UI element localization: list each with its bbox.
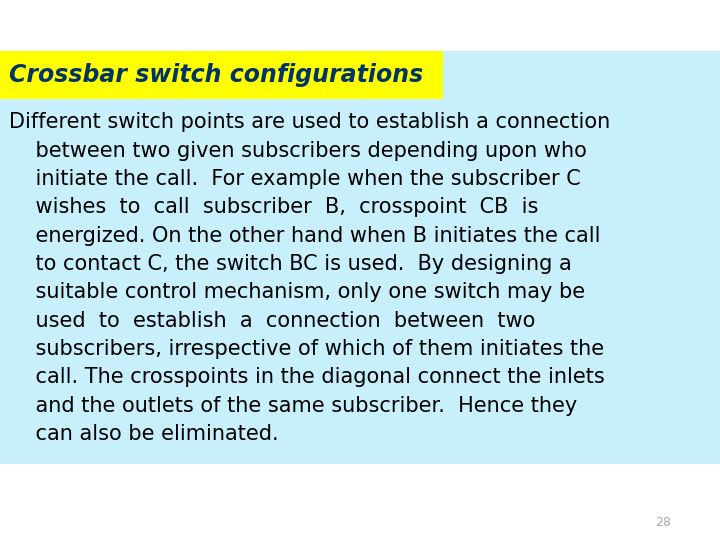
FancyBboxPatch shape	[0, 51, 443, 99]
Text: 28: 28	[655, 516, 671, 529]
Text: Different switch points are used to establish a connection
    between two given: Different switch points are used to esta…	[9, 112, 611, 444]
FancyBboxPatch shape	[0, 51, 720, 464]
Text: Crossbar switch configurations: Crossbar switch configurations	[9, 63, 423, 87]
